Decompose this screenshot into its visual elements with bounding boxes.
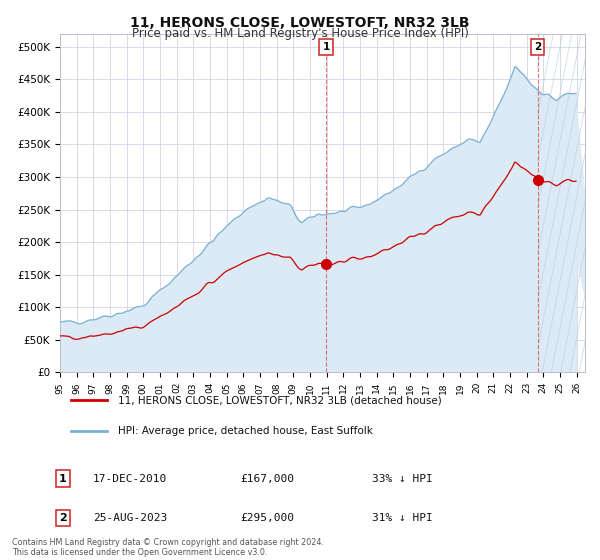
Text: 31% ↓ HPI: 31% ↓ HPI xyxy=(372,513,433,523)
Text: Price paid vs. HM Land Registry's House Price Index (HPI): Price paid vs. HM Land Registry's House … xyxy=(131,27,469,40)
Text: 33% ↓ HPI: 33% ↓ HPI xyxy=(372,474,433,484)
Text: 11, HERONS CLOSE, LOWESTOFT, NR32 3LB (detached house): 11, HERONS CLOSE, LOWESTOFT, NR32 3LB (d… xyxy=(118,395,442,405)
Text: 2: 2 xyxy=(59,513,67,523)
Text: 1: 1 xyxy=(59,474,67,484)
Text: £167,000: £167,000 xyxy=(240,474,294,484)
Text: 17-DEC-2010: 17-DEC-2010 xyxy=(93,474,167,484)
Text: HPI: Average price, detached house, East Suffolk: HPI: Average price, detached house, East… xyxy=(118,426,373,436)
Text: 2: 2 xyxy=(534,41,541,52)
Text: 11, HERONS CLOSE, LOWESTOFT, NR32 3LB: 11, HERONS CLOSE, LOWESTOFT, NR32 3LB xyxy=(130,16,470,30)
Text: 1: 1 xyxy=(322,41,329,52)
Text: Contains HM Land Registry data © Crown copyright and database right 2024.
This d: Contains HM Land Registry data © Crown c… xyxy=(12,538,324,557)
Polygon shape xyxy=(538,91,600,372)
Text: 25-AUG-2023: 25-AUG-2023 xyxy=(93,513,167,523)
Text: £295,000: £295,000 xyxy=(240,513,294,523)
